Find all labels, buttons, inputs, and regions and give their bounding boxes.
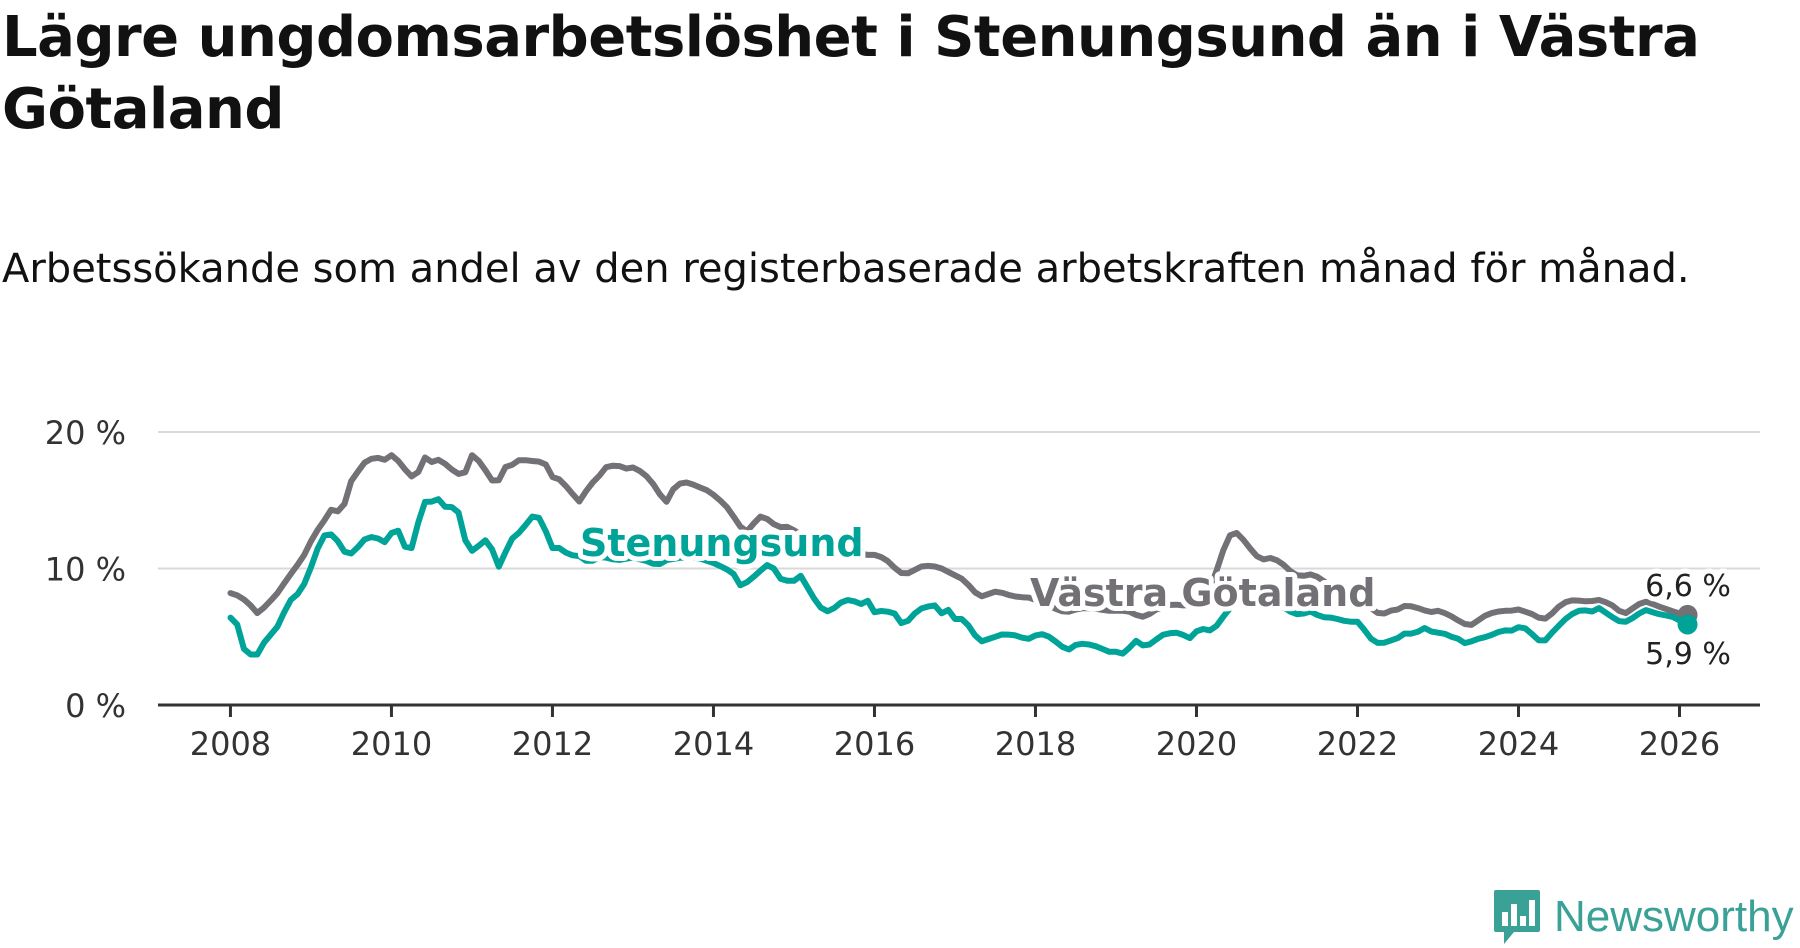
series-labels: Stenungsund Västra Götaland 6,6 % 5,9 %	[575, 516, 1736, 677]
end-label-vastra-gotaland: 6,6 %	[1645, 569, 1731, 604]
x-tick-label: 2018	[995, 725, 1076, 763]
x-tick-label: 2014	[673, 725, 754, 763]
x-axis: 2008 2010 2012 2014 2016 2018 2020 2022 2024 2026	[158, 703, 1760, 763]
x-tick-label: 2016	[834, 725, 915, 763]
x-tick-label: 2008	[190, 725, 271, 763]
series-label-stenungsund: Stenungsund	[580, 521, 864, 565]
x-tick-label: 2024	[1478, 725, 1559, 763]
x-tick-label: 2012	[512, 725, 593, 763]
chart-subtitle: Arbetssökande som andel av den registerb…	[2, 246, 1690, 292]
brand-name: Newsworthy	[1554, 892, 1794, 941]
series-lines	[227, 452, 1698, 658]
chart-title: Lägre ungdomsarbetslöshet i Stenungsund …	[2, 5, 1700, 142]
x-tick-label: 2020	[1156, 725, 1237, 763]
series-label-vastra-gotaland: Västra Götaland	[1030, 571, 1375, 615]
newsworthy-logo: Newsworthy	[1492, 888, 1794, 946]
y-tick-label: 10 %	[45, 551, 126, 589]
end-point-stenungsund	[1677, 614, 1698, 635]
y-axis-ticks: 0 % 10 % 20 %	[45, 414, 126, 725]
series-line-stenungsund	[227, 496, 1690, 658]
end-label-stenungsund: 5,9 %	[1645, 637, 1731, 672]
x-tick-label: 2022	[1317, 725, 1398, 763]
newsworthy-logo-icon	[1494, 890, 1540, 944]
gridlines	[158, 431, 1760, 570]
y-tick-label: 20 %	[45, 414, 126, 452]
series-line-v-stra-g-taland	[227, 452, 1690, 628]
x-tick-label: 2026	[1639, 725, 1720, 763]
y-tick-label: 0 %	[65, 687, 126, 725]
x-tick-label: 2010	[351, 725, 432, 763]
